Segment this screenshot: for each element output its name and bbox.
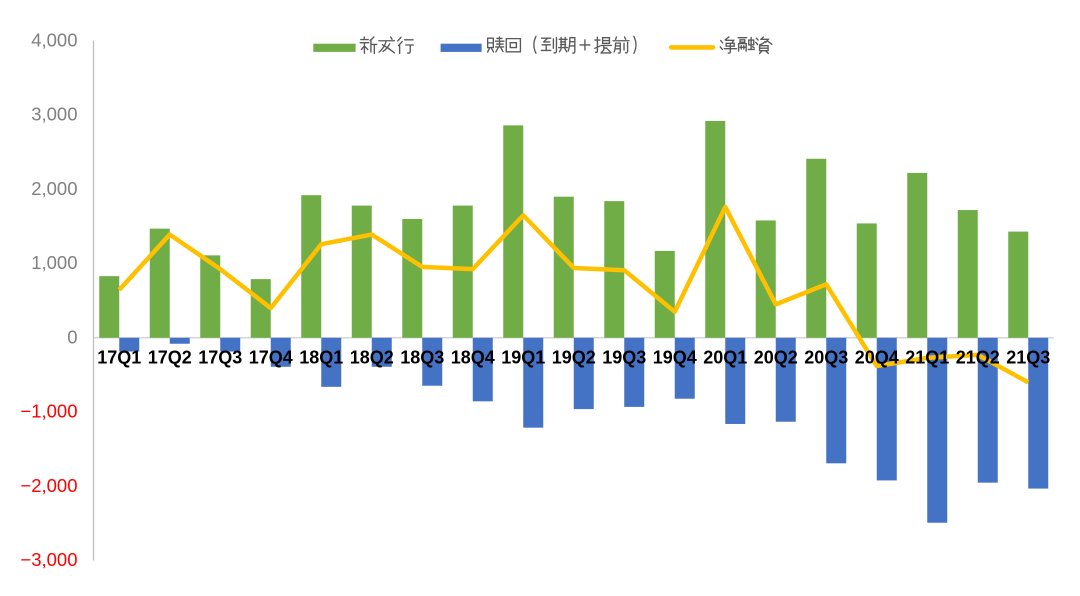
svg-text:17Q1: 17Q1 xyxy=(97,347,141,367)
svg-text:20Q4: 20Q4 xyxy=(855,347,899,367)
svg-text:0: 0 xyxy=(67,326,77,347)
svg-text:17Q2: 17Q2 xyxy=(148,347,192,367)
svg-text:18Q4: 18Q4 xyxy=(451,347,495,367)
svg-text:−3,000: −3,000 xyxy=(20,549,77,570)
svg-text:21Q2: 21Q2 xyxy=(956,347,1000,367)
svg-text:20Q3: 20Q3 xyxy=(804,347,848,367)
svg-text:20Q2: 20Q2 xyxy=(754,347,798,367)
svg-text:21Q3: 21Q3 xyxy=(1006,347,1050,367)
svg-text:19Q3: 19Q3 xyxy=(602,347,646,367)
svg-text:18Q3: 18Q3 xyxy=(400,347,444,367)
svg-text:17Q4: 17Q4 xyxy=(249,347,293,367)
svg-text:21Q1: 21Q1 xyxy=(905,347,949,367)
svg-text:18Q2: 18Q2 xyxy=(350,347,394,367)
svg-text:19Q1: 19Q1 xyxy=(501,347,545,367)
svg-text:17Q3: 17Q3 xyxy=(198,347,242,367)
svg-text:−1,000: −1,000 xyxy=(20,401,77,422)
svg-text:2,000: 2,000 xyxy=(31,178,77,199)
svg-text:20Q1: 20Q1 xyxy=(703,347,747,367)
svg-text:18Q1: 18Q1 xyxy=(299,347,343,367)
svg-text:3,000: 3,000 xyxy=(31,104,77,125)
svg-text:19Q4: 19Q4 xyxy=(653,347,697,367)
svg-text:4,000: 4,000 xyxy=(31,29,77,50)
svg-text:−2,000: −2,000 xyxy=(20,475,77,496)
svg-text:19Q2: 19Q2 xyxy=(552,347,596,367)
svg-text:1,000: 1,000 xyxy=(31,252,77,273)
